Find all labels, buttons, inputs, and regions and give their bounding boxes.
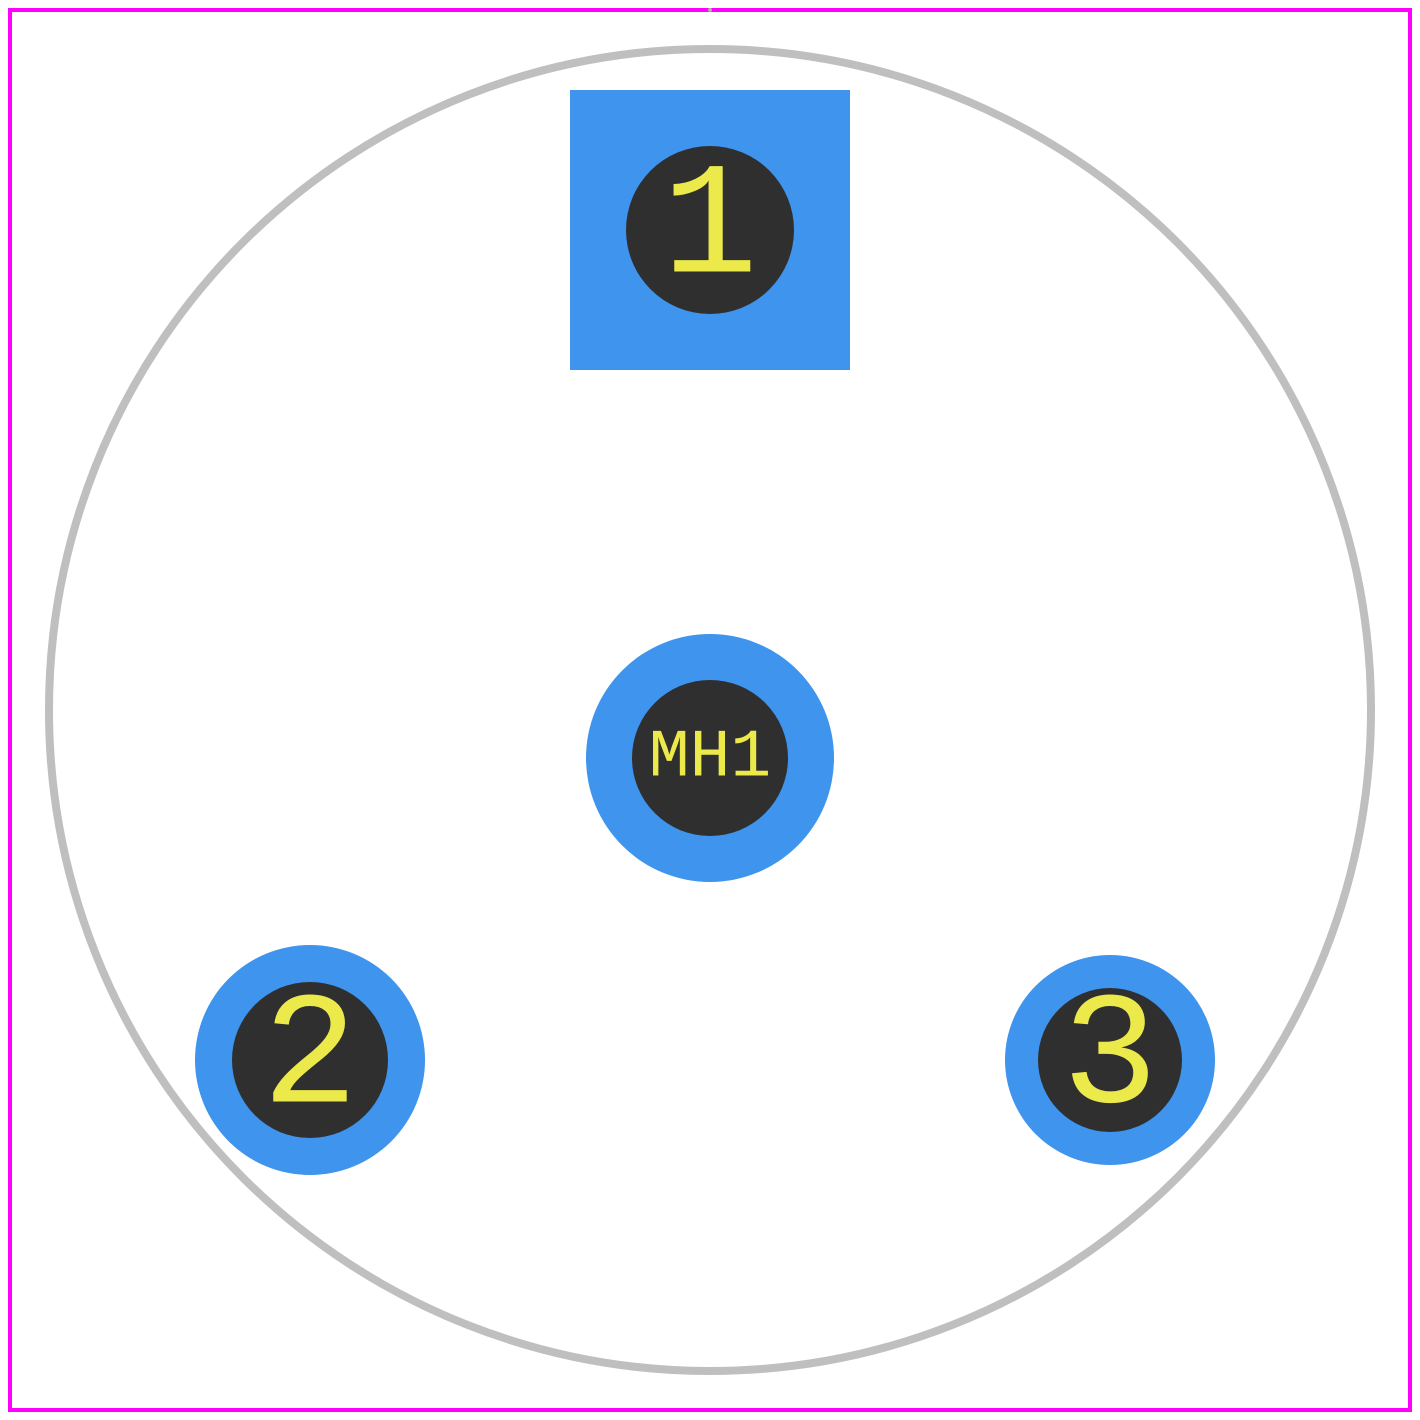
pad-1-label: 1 (662, 140, 758, 321)
pad-1: 1 (570, 90, 850, 370)
footprint-canvas: 1 MH1 2 3 (0, 0, 1420, 1420)
pad-3: 3 (1005, 955, 1215, 1165)
pad-mh1: MH1 (586, 634, 834, 882)
top-center-tick (708, 8, 712, 12)
pad-mh1-label: MH1 (649, 720, 771, 797)
pad-2: 2 (195, 945, 425, 1175)
pad-3-label: 3 (1062, 970, 1158, 1151)
pad-2-label: 2 (262, 970, 358, 1151)
